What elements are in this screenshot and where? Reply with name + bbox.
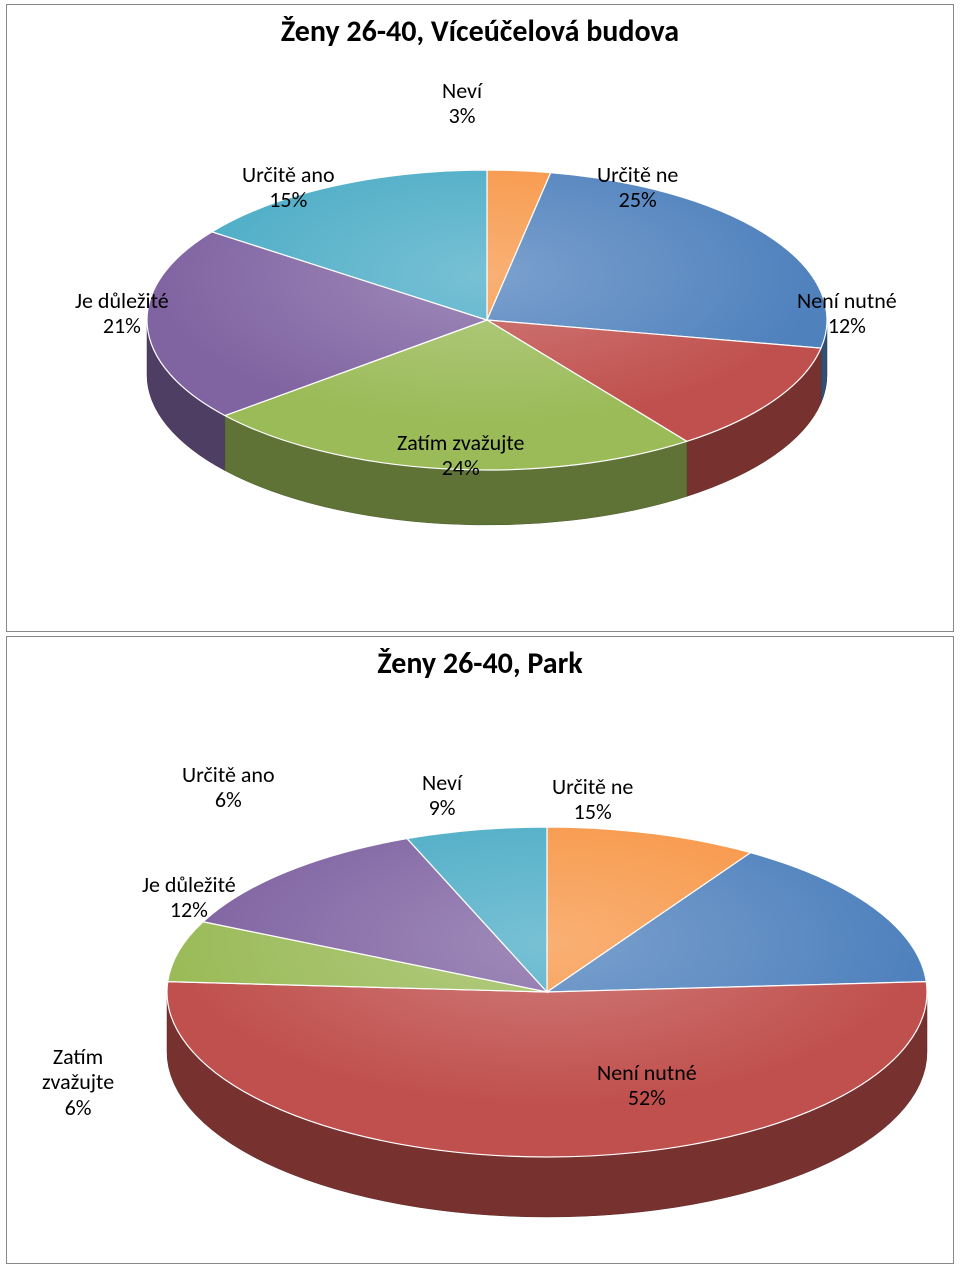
chart2-label-4: Je důležité12% — [142, 872, 236, 923]
chart2-label-1: Určitě ne15% — [552, 774, 633, 825]
chart-panel-2: Ženy 26-40, Park Neví9% Určitě ne15% Není … — [6, 636, 954, 1264]
chart1-title: Ženy 26-40, Víceúčelová budova — [7, 5, 953, 50]
chart1-label-0: Neví3% — [442, 78, 482, 129]
chart2-label-3: Zatímzvažujte6% — [42, 1044, 114, 1120]
chart1-label-1: Určitě ne25% — [597, 162, 678, 213]
chart1-label-5: Určitě ano15% — [242, 162, 335, 213]
chart2-label-0: Neví9% — [422, 770, 462, 821]
chart1-label-4: Je důležité21% — [75, 288, 169, 339]
chart-panel-1: Ženy 26-40, Víceúčelová budova Neví3% Urč… — [6, 4, 954, 632]
chart2-title: Ženy 26-40, Park — [7, 637, 953, 682]
chart1-label-2: Není nutné12% — [797, 288, 897, 339]
chart1-label-3: Zatím zvažujte24% — [397, 430, 524, 481]
chart2-label-2: Není nutné52% — [597, 1060, 697, 1111]
chart2-pie-area: Neví9% Určitě ne15% Není nutné52% Zatímzvaž… — [7, 682, 953, 1242]
chart2-svg — [7, 682, 954, 1242]
chart1-pie-area: Neví3% Určitě ne25% Není nutné12% Zatím zva… — [7, 50, 953, 610]
chart2-label-5: Určitě ano6% — [182, 762, 275, 813]
